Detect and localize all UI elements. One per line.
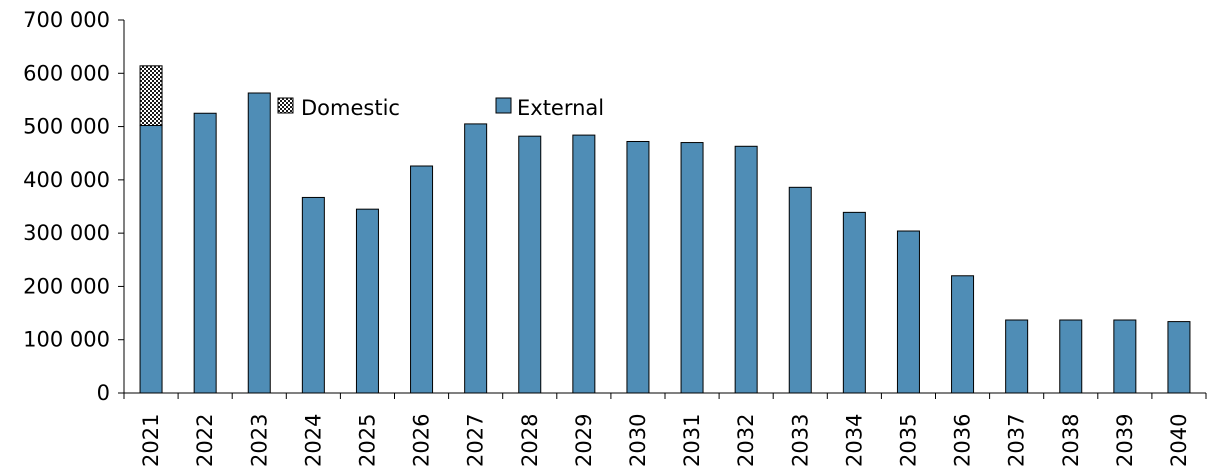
x-tick-label: 2036	[951, 414, 975, 467]
y-tick-label: 200 000	[23, 274, 110, 298]
y-tick-label: 400 000	[23, 168, 110, 192]
plot-area	[139, 65, 1191, 394]
bar-external-2033	[788, 186, 812, 394]
x-tick-label: 2033	[788, 414, 812, 467]
y-tick-label: 100 000	[23, 328, 110, 352]
bar-external-2036	[951, 275, 975, 394]
x-tick-label: 2026	[410, 414, 434, 467]
legend-swatch-external	[495, 97, 512, 114]
bar-external-2027	[464, 123, 488, 394]
legend: Domestic External	[277, 96, 604, 120]
y-tick-label: 300 000	[23, 221, 110, 245]
x-tick-label: 2022	[193, 414, 217, 467]
x-axis: 2021 2022 2023 2024 2025 2026 2027 2028 2029 2030…	[123, 392, 1207, 467]
x-tick-label: 2024	[301, 414, 325, 467]
bar-external-2035	[896, 230, 920, 394]
x-tick-label: 2039	[1113, 414, 1137, 467]
x-tick-label: 2030	[626, 414, 650, 467]
bar-external-2025	[355, 208, 379, 394]
x-tick-label: 2029	[572, 414, 596, 467]
bar-domestic-2021	[139, 65, 163, 127]
bar-external-2037	[1005, 319, 1029, 394]
legend-label-domestic: Domestic	[301, 96, 400, 120]
x-tick-label: 2027	[464, 414, 488, 467]
y-tick-label: 600 000	[23, 61, 110, 85]
y-tick-label: 0	[97, 381, 110, 405]
bar-external-2023	[247, 92, 271, 394]
bar-external-2030	[626, 140, 650, 394]
bar-external-2021	[139, 125, 163, 394]
y-axis: 0 100 000 200 000 300 000 400 000 500 000 600 …	[23, 8, 125, 405]
bar-external-2024	[301, 196, 325, 394]
x-tick-label: 2023	[247, 414, 271, 467]
x-tick-label: 2034	[842, 414, 866, 467]
x-tick-label: 2025	[355, 414, 379, 467]
x-tick-label: 2032	[734, 414, 758, 467]
x-tick-label: 2038	[1059, 414, 1083, 467]
x-tick-label: 2021	[139, 414, 163, 467]
legend-label-external: External	[517, 96, 604, 120]
legend-swatch-domestic	[277, 97, 294, 114]
bar-external-2028	[518, 135, 542, 394]
x-tick-label: 2031	[680, 414, 704, 467]
x-tick-label: 2028	[518, 414, 542, 467]
bar-external-2038	[1059, 319, 1083, 394]
bar-external-2032	[734, 145, 758, 394]
bar-external-2026	[410, 165, 434, 394]
bar-external-2029	[572, 134, 596, 394]
bar-external-2022	[193, 112, 217, 394]
x-tick-label: 2040	[1167, 414, 1191, 467]
bar-external-2034	[842, 211, 866, 394]
bar-external-2039	[1113, 319, 1137, 394]
bar-external-2031	[680, 142, 704, 394]
x-tick-label: 2035	[896, 414, 920, 467]
x-tick-label: 2037	[1005, 414, 1029, 467]
y-tick-label: 500 000	[23, 115, 110, 139]
bar-external-2040	[1167, 321, 1191, 394]
y-tick-label: 700 000	[23, 8, 110, 32]
